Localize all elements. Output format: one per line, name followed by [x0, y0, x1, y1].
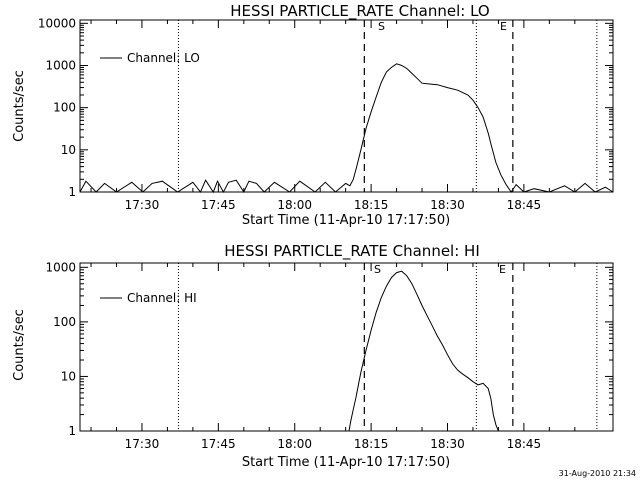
- lo-ytick-label-2: 100: [53, 101, 76, 115]
- lo-xtick-label-5: 18:45: [507, 198, 542, 212]
- lo-xtick-label-0: 17:30: [125, 198, 160, 212]
- lo-ytick-label-0: 1: [68, 185, 76, 199]
- hi-xtick-label-5: 18:45: [507, 437, 542, 451]
- hi-xtick-label-2: 18:00: [277, 437, 312, 451]
- lo-xtick-label-3: 18:15: [354, 198, 389, 212]
- hi-ytick-label-3: 1000: [45, 260, 76, 274]
- hi-plot-frame: [79, 262, 614, 432]
- hi-series-line-0: [348, 270, 499, 432]
- lo-legend: Channel: LO: [100, 51, 200, 65]
- hi-start-marker: S: [374, 263, 381, 276]
- hi-legend-label: Channel: HI: [127, 291, 197, 305]
- hi-legend: Channel: HI: [100, 291, 197, 305]
- lo-y-axis-label: Counts/sec: [12, 70, 27, 142]
- lo-start-marker: S: [378, 20, 385, 33]
- hi-ytick-label-0: 1: [68, 424, 76, 438]
- lo-end-marker: E: [500, 20, 507, 33]
- lo-x-axis-label: Start Time (11-Apr-10 17:17:50): [242, 213, 450, 228]
- hi-xtick-label-4: 18:30: [430, 437, 465, 451]
- hi-chart-title: HESSI PARTICLE_RATE Channel: HI: [224, 242, 480, 261]
- lo-xtick-label-1: 17:45: [201, 198, 236, 212]
- hi-xtick-label-1: 17:45: [201, 437, 236, 451]
- hi-ytick-label-1: 10: [61, 369, 76, 383]
- hi-xtick-label-0: 17:30: [125, 437, 160, 451]
- lo-ytick-label-3: 1000: [45, 59, 76, 73]
- lo-chart-title: HESSI PARTICLE_RATE Channel: LO: [230, 2, 489, 21]
- hi-x-axis-label: Start Time (11-Apr-10 17:17:50): [242, 455, 450, 470]
- lo-xtick-label-2: 18:00: [277, 198, 312, 212]
- hi-xtick-label-3: 18:15: [354, 437, 389, 451]
- hi-ytick-label-2: 100: [53, 315, 76, 329]
- lo-ytick-label-4: 10000: [38, 16, 76, 30]
- timestamp-footer: 31-Aug-2010 21:34: [559, 469, 636, 478]
- lo-legend-label: Channel: LO: [127, 51, 200, 65]
- lo-ytick-label-1: 10: [61, 143, 76, 157]
- hi-end-marker: E: [499, 263, 506, 276]
- lo-series-line-0: [79, 63, 614, 194]
- hi-channel-panel: HESSI PARTICLE_RATE Channel: HI Counts/s…: [12, 242, 614, 470]
- lo-xtick-label-4: 18:30: [430, 198, 465, 212]
- hi-y-axis-label: Counts/sec: [12, 309, 27, 381]
- lo-plot-frame: [79, 19, 614, 193]
- lo-channel-panel: HESSI PARTICLE_RATE Channel: LO Counts/s…: [12, 2, 614, 228]
